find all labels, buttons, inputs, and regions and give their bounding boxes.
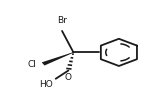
Text: HO: HO xyxy=(39,80,52,89)
Text: Br: Br xyxy=(57,16,67,25)
Text: O: O xyxy=(65,73,72,82)
Text: Cl: Cl xyxy=(27,60,36,69)
Polygon shape xyxy=(42,52,74,65)
